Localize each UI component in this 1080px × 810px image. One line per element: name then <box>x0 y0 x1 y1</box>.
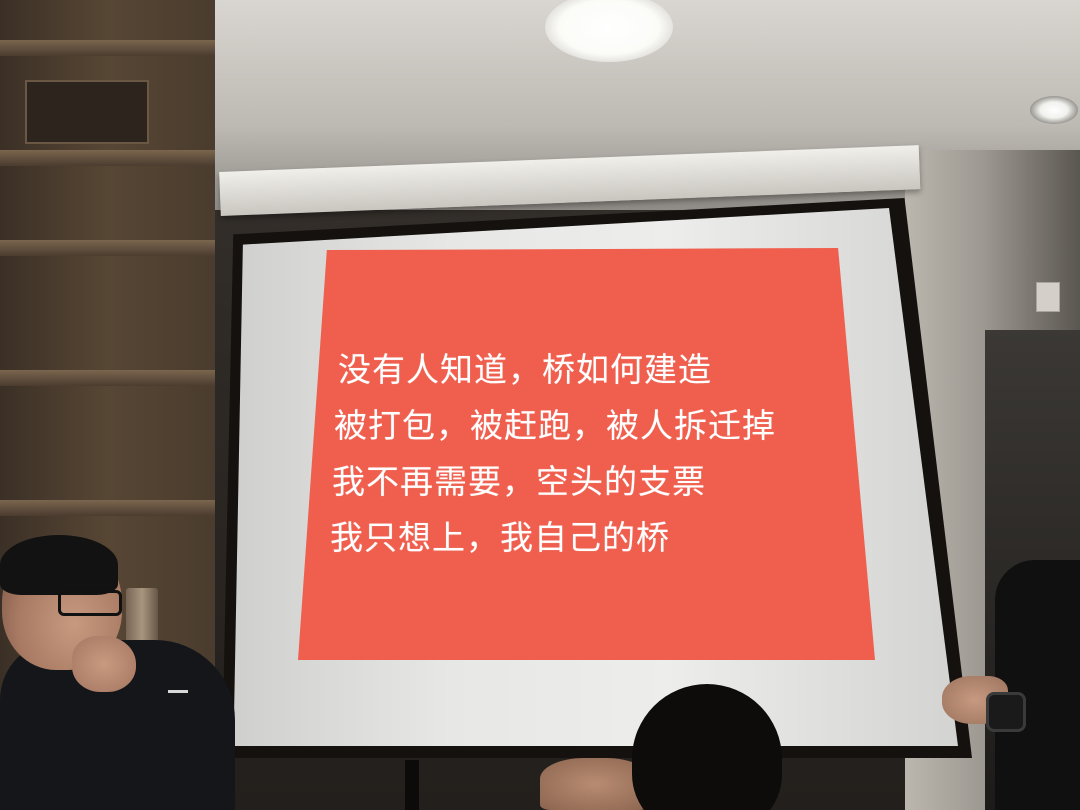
shelf-plank <box>0 240 215 256</box>
slide-text: 没有人知道，桥如何建造 被打包，被赶跑，被人拆迁掉 我不再需要，空头的支票 我只… <box>330 342 800 566</box>
slide-line-2: 被打包，被赶跑，被人拆迁掉 <box>334 406 776 445</box>
slide-line-3: 我不再需要，空头的支票 <box>332 462 706 501</box>
audience-member-center-head <box>632 684 782 810</box>
shelf-plank <box>0 500 215 516</box>
slide-line-1: 没有人知道，桥如何建造 <box>338 350 712 389</box>
audience-member-left-hair <box>0 535 118 595</box>
sleeve-stripe <box>168 690 188 693</box>
shelf-plank <box>0 40 215 56</box>
shelf-plank <box>0 150 215 166</box>
projected-slide <box>298 248 875 660</box>
ceiling-downlight <box>1030 96 1078 124</box>
wristwatch <box>986 692 1026 732</box>
audience-member-left-hand <box>72 636 136 692</box>
screen-stand <box>405 760 419 810</box>
shelf-cubby <box>25 80 149 144</box>
audience-member-center-hands <box>540 758 650 810</box>
glasses <box>58 590 122 616</box>
wall-outlet <box>1036 282 1060 312</box>
glass-cup <box>126 588 158 644</box>
shelf-plank <box>0 370 215 386</box>
slide-line-4: 我只想上，我自己的桥 <box>330 518 670 557</box>
ceiling-lamp <box>545 0 673 62</box>
audience-member-right <box>995 560 1080 810</box>
